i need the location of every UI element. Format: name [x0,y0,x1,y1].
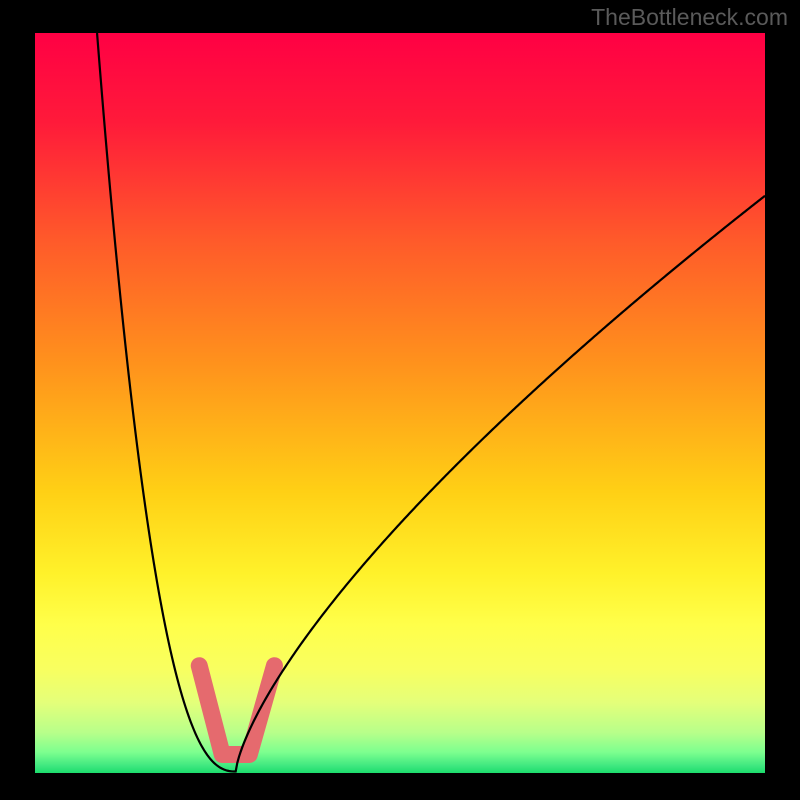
watermark-text: TheBottleneck.com [591,4,788,31]
bottleneck-curve [35,33,765,773]
chart-plot-area [35,33,765,773]
valley-highlight [199,666,274,755]
